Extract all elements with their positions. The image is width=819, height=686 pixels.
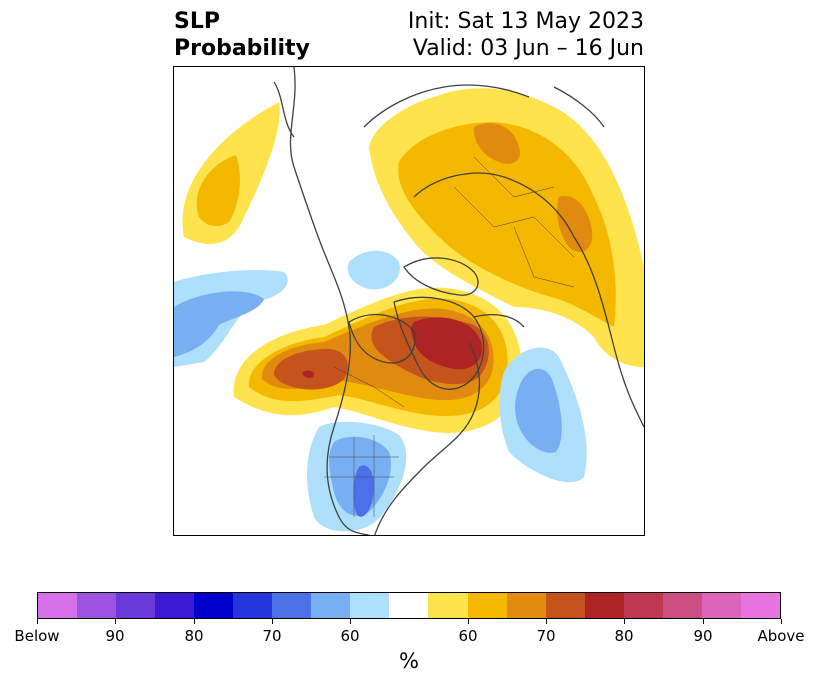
colorbar-segment xyxy=(545,593,585,618)
colorbar-segment xyxy=(389,593,429,618)
colorbar-tick xyxy=(194,619,195,624)
product-label: Probability xyxy=(174,36,310,61)
colorbar-segment xyxy=(155,593,195,618)
colorbar-tick-label: 90 xyxy=(105,627,125,645)
anomaly-below-pacific-core xyxy=(174,291,264,357)
colorbar-tick-label: 70 xyxy=(536,627,556,645)
colorbar-tick xyxy=(781,619,782,624)
colorbar xyxy=(37,592,781,619)
valid-range: Valid: 03 Jun – 16 Jun xyxy=(412,36,644,61)
anomaly-above-eurasia-core xyxy=(473,123,520,164)
colorbar-segment xyxy=(272,593,312,618)
colorbar-tick xyxy=(115,619,116,624)
colorbar-segment xyxy=(38,593,78,618)
colorbar-tick-label: 90 xyxy=(693,627,713,645)
colorbar-segment xyxy=(701,593,741,618)
init-date: Init: Sat 13 May 2023 xyxy=(407,9,644,34)
colorbar-segment xyxy=(506,593,546,618)
colorbar-tick-label: 70 xyxy=(262,627,282,645)
anomaly-above-greenland-core xyxy=(411,317,483,370)
anomaly-above-siberia xyxy=(557,196,593,252)
variable-label: SLP xyxy=(174,9,220,34)
colorbar-tick xyxy=(468,619,469,624)
colorbar-tick-label: Below xyxy=(14,627,60,645)
colorbar-tick xyxy=(272,619,273,624)
colorbar-tick-label: 60 xyxy=(458,627,478,645)
colorbar-segment xyxy=(467,593,507,618)
map-canvas xyxy=(174,67,644,535)
colorbar-tick xyxy=(624,619,625,624)
colorbar-segment xyxy=(77,593,117,618)
colorbar-tick-label: 80 xyxy=(184,627,204,645)
borders xyxy=(324,156,575,517)
colorbar-segment xyxy=(194,593,234,618)
anomaly-below-arctic xyxy=(347,250,400,290)
colorbar-tick xyxy=(703,619,704,624)
coastlines xyxy=(273,67,644,535)
colorbar-segment xyxy=(311,593,351,618)
colorbar-tick-label: 60 xyxy=(340,627,360,645)
colorbar-tick xyxy=(546,619,547,624)
chart-title: SLP Probability xyxy=(174,8,310,62)
colorbar-segment xyxy=(740,593,780,618)
colorbar-segment xyxy=(116,593,156,618)
anomaly-above-eurasia-mid xyxy=(398,122,616,327)
anomaly-above-pacific-red xyxy=(302,370,314,379)
colorbar-segment xyxy=(428,593,468,618)
probability-map xyxy=(173,66,645,536)
colorbar-segment xyxy=(233,593,273,618)
colorbar-segment xyxy=(350,593,390,618)
colorbar-segment xyxy=(662,593,702,618)
anomaly-above-pacific-core xyxy=(196,155,240,227)
colorbar-tick-label: 80 xyxy=(614,627,634,645)
colorbar-tick-label: Above xyxy=(757,627,805,645)
colorbar-segment xyxy=(584,593,624,618)
colorbar-segment xyxy=(623,593,663,618)
anomaly-below-atlantic-core xyxy=(515,368,562,453)
colorbar-tick xyxy=(350,619,351,624)
units-label: % xyxy=(399,649,419,673)
date-info: Init: Sat 13 May 2023 Valid: 03 Jun – 16… xyxy=(408,8,644,62)
colorbar-tick xyxy=(37,619,38,624)
anomaly-below-us-core xyxy=(353,465,374,517)
